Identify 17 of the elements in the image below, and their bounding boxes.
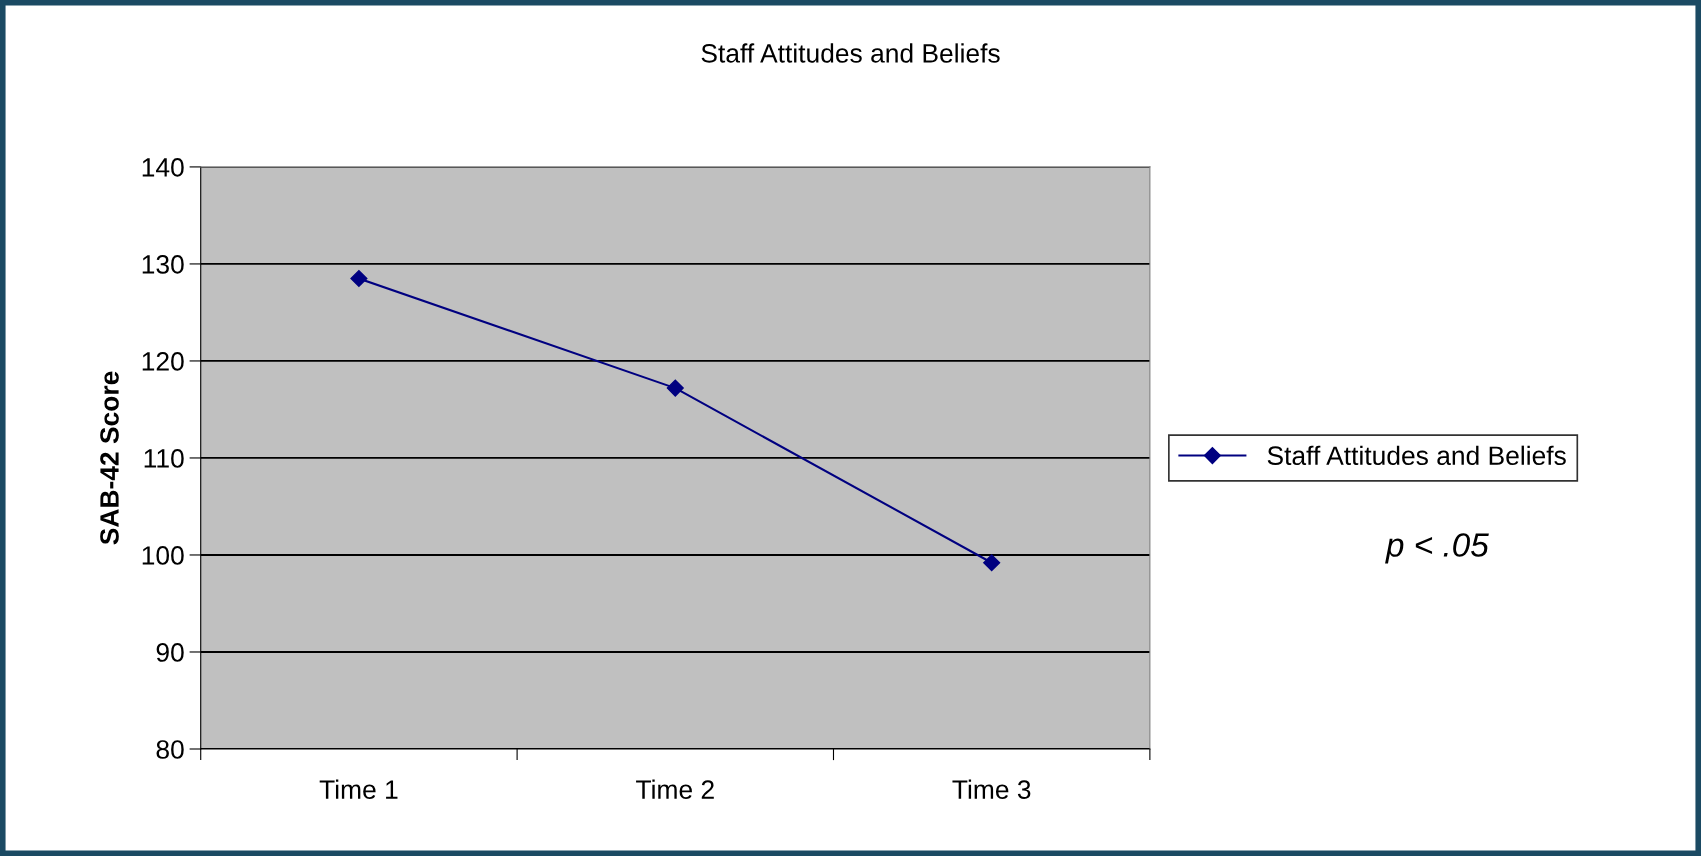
x-tick-label: Time 1 [319,779,398,799]
legend-label: Staff Attitudes and Beliefs [1267,445,1566,466]
y-tick-label: 100 [142,546,184,565]
point [983,554,1001,572]
text: p < .05 [1385,533,1489,564]
point [350,269,368,288]
y-tick-label: 80 [156,740,184,759]
y-tick-label: 90 [156,643,184,662]
point [666,379,684,397]
chart-title: Staff Attitudes and Beliefs [701,43,1000,63]
y-tick-label: 130 [142,255,184,274]
y-axis-title: SAB-42 Score [100,371,119,545]
y-tick-label: 110 [144,449,184,468]
y-tick-label: 140 [142,158,184,177]
x-tick-label: Time 3 [952,779,1031,799]
y-tick-label: 120 [142,352,184,371]
x-tick-label: Time 2 [636,779,714,799]
